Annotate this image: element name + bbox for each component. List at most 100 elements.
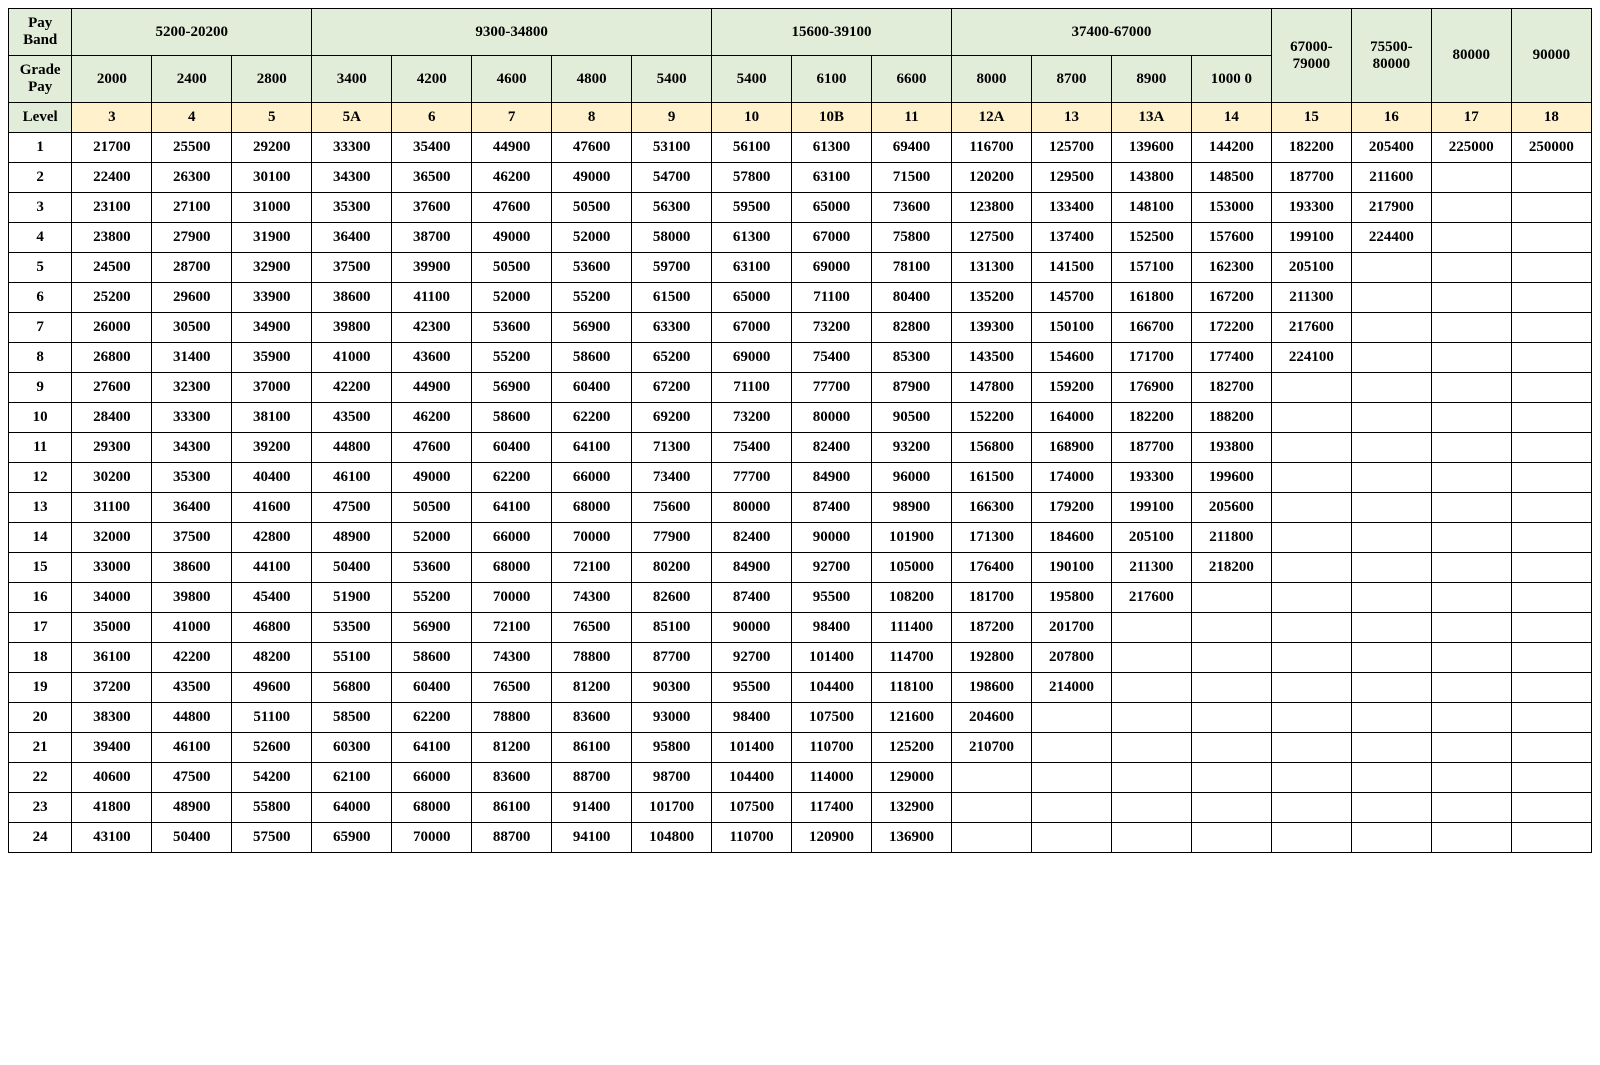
- value-cell: 87400: [792, 493, 872, 523]
- value-cell: 211300: [1111, 553, 1191, 583]
- value-cell: [1431, 673, 1511, 703]
- value-cell: 60300: [312, 733, 392, 763]
- row-index: 7: [9, 313, 72, 343]
- value-cell: 166700: [1111, 313, 1191, 343]
- value-cell: 182200: [1271, 133, 1351, 163]
- value-cell: 94100: [552, 823, 632, 853]
- row-index: 9: [9, 373, 72, 403]
- value-cell: 71300: [632, 433, 712, 463]
- value-cell: 46200: [392, 403, 472, 433]
- value-cell: [1111, 673, 1191, 703]
- value-cell: 58500: [312, 703, 392, 733]
- value-cell: 38600: [152, 553, 232, 583]
- pay-band-label: Pay Band: [9, 9, 72, 56]
- value-cell: 26800: [72, 343, 152, 373]
- value-cell: 179200: [1031, 493, 1111, 523]
- value-cell: 73200: [792, 313, 872, 343]
- value-cell: 136900: [872, 823, 952, 853]
- value-cell: [1351, 733, 1431, 763]
- value-cell: 60400: [552, 373, 632, 403]
- value-cell: 21700: [72, 133, 152, 163]
- value-cell: 117400: [792, 793, 872, 823]
- value-cell: 52600: [232, 733, 312, 763]
- value-cell: 38700: [392, 223, 472, 253]
- value-cell: 71100: [792, 283, 872, 313]
- value-cell: [1271, 493, 1351, 523]
- value-cell: 148100: [1111, 193, 1191, 223]
- row-index: 14: [9, 523, 72, 553]
- value-cell: 171700: [1111, 343, 1191, 373]
- value-cell: 55800: [232, 793, 312, 823]
- value-cell: 77700: [712, 463, 792, 493]
- value-cell: 53600: [472, 313, 552, 343]
- value-cell: 98700: [632, 763, 712, 793]
- value-cell: [1351, 823, 1431, 853]
- value-cell: 49000: [552, 163, 632, 193]
- value-cell: 101700: [632, 793, 712, 823]
- value-cell: 85100: [632, 613, 712, 643]
- value-cell: [1111, 733, 1191, 763]
- value-cell: 104400: [792, 673, 872, 703]
- value-cell: 95500: [792, 583, 872, 613]
- value-cell: [1271, 823, 1351, 853]
- pay-band-cell: 9300-34800: [312, 9, 712, 56]
- value-cell: 86100: [552, 733, 632, 763]
- value-cell: [952, 763, 1032, 793]
- value-cell: 44900: [392, 373, 472, 403]
- value-cell: 34300: [312, 163, 392, 193]
- value-cell: 104400: [712, 763, 792, 793]
- value-cell: 54200: [232, 763, 312, 793]
- value-cell: 90300: [632, 673, 712, 703]
- value-cell: 42200: [152, 643, 232, 673]
- value-cell: [1191, 673, 1271, 703]
- value-cell: 98400: [712, 703, 792, 733]
- value-cell: 98900: [872, 493, 952, 523]
- value-cell: 36500: [392, 163, 472, 193]
- value-cell: 81200: [552, 673, 632, 703]
- value-cell: 38100: [232, 403, 312, 433]
- value-cell: 47500: [152, 763, 232, 793]
- value-cell: 75600: [632, 493, 712, 523]
- value-cell: 101900: [872, 523, 952, 553]
- value-cell: 81200: [472, 733, 552, 763]
- row-index: 24: [9, 823, 72, 853]
- value-cell: [1111, 823, 1191, 853]
- value-cell: 93000: [632, 703, 712, 733]
- value-cell: 49000: [472, 223, 552, 253]
- value-cell: 39200: [232, 433, 312, 463]
- value-cell: [1271, 793, 1351, 823]
- value-cell: 225000: [1431, 133, 1511, 163]
- value-cell: 65200: [632, 343, 712, 373]
- table-row: 9276003230037000422004490056900604006720…: [9, 373, 1592, 403]
- row-index: 19: [9, 673, 72, 703]
- value-cell: 193300: [1111, 463, 1191, 493]
- value-cell: 56800: [312, 673, 392, 703]
- value-cell: 145700: [1031, 283, 1111, 313]
- value-cell: 65000: [792, 193, 872, 223]
- value-cell: 64100: [392, 733, 472, 763]
- value-cell: 83600: [552, 703, 632, 733]
- value-cell: 57800: [712, 163, 792, 193]
- value-cell: 107500: [792, 703, 872, 733]
- table-row: 1735000410004680053500569007210076500851…: [9, 613, 1592, 643]
- row-index: 1: [9, 133, 72, 163]
- pay-band-cell: 90000: [1511, 9, 1591, 103]
- value-cell: 207800: [1031, 643, 1111, 673]
- value-cell: 80000: [792, 403, 872, 433]
- value-cell: 64100: [552, 433, 632, 463]
- value-cell: 40400: [232, 463, 312, 493]
- value-cell: 121600: [872, 703, 952, 733]
- value-cell: [1031, 703, 1111, 733]
- value-cell: 35300: [312, 193, 392, 223]
- value-cell: 30200: [72, 463, 152, 493]
- value-cell: [1431, 343, 1511, 373]
- value-cell: 88700: [472, 823, 552, 853]
- value-cell: [1111, 613, 1191, 643]
- value-cell: 52000: [552, 223, 632, 253]
- value-cell: 217600: [1271, 313, 1351, 343]
- value-cell: 50400: [312, 553, 392, 583]
- pay-band-cell: 5200-20200: [72, 9, 312, 56]
- value-cell: 62100: [312, 763, 392, 793]
- value-cell: 52000: [392, 523, 472, 553]
- value-cell: 52000: [472, 283, 552, 313]
